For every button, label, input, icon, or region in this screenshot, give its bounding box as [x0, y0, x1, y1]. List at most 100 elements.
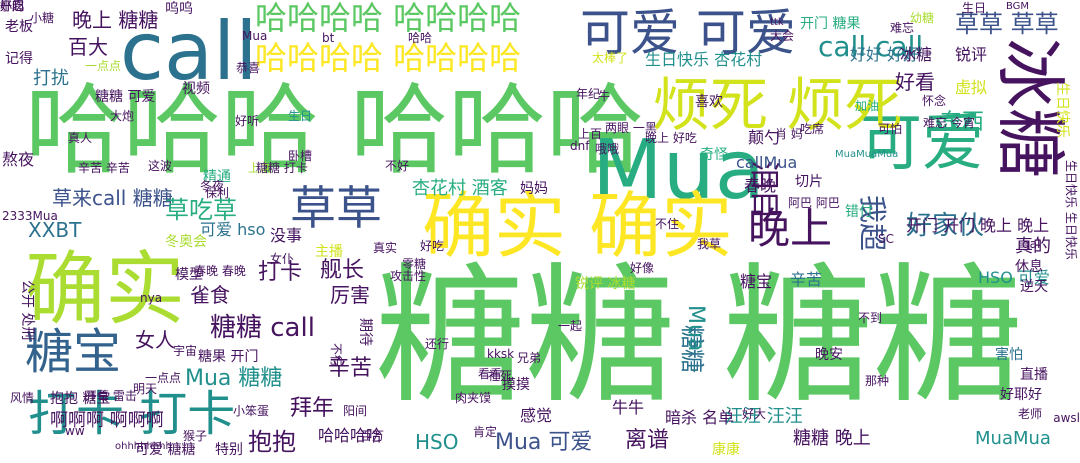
- cloud-word: 拜年: [290, 396, 335, 421]
- cloud-word: 期待: [357, 318, 373, 346]
- cloud-word: 我草: [697, 237, 722, 251]
- cloud-word: 糖糖 可爱: [95, 89, 156, 105]
- cloud-word: 糖糖 糖糖: [375, 250, 1023, 424]
- cloud-word: 糖糖 晚上: [793, 428, 871, 449]
- cloud-word: 哈哈哈哈: [318, 426, 383, 445]
- cloud-word: 兄弟: [517, 351, 542, 365]
- cloud-word: 真的: [1015, 236, 1051, 257]
- cloud-word: 小心: [0, 0, 25, 13]
- cloud-word: 晚安: [815, 347, 843, 363]
- cloud-word: 感觉: [520, 406, 553, 425]
- cloud-word: 逆天: [1020, 279, 1048, 295]
- cloud-word: 一起: [0, 0, 25, 13]
- cloud-word: 卧槽: [288, 149, 313, 163]
- cloud-word: 东西: [940, 110, 985, 135]
- cloud-word: 晚上 糖糖: [72, 8, 159, 32]
- cloud-word: 厉害: [330, 283, 370, 307]
- cloud-word: 女仆: [270, 252, 295, 266]
- cloud-word: 辛苦: [328, 356, 373, 381]
- cloud-word: 糖糖 call: [210, 313, 315, 343]
- cloud-word: 两眼 一黑: [605, 121, 657, 135]
- cloud-word: 草吃草: [165, 196, 237, 224]
- cloud-word: 太棒了: [592, 51, 629, 65]
- cloud-word: 颠勺: [748, 128, 781, 147]
- cloud-word: 阳间: [343, 404, 368, 418]
- cloud-word: MuaMuaMua: [835, 149, 899, 160]
- cloud-word: 哦哦: [595, 142, 620, 156]
- cloud-word: 怀念: [922, 94, 947, 108]
- cloud-word: 社死: [488, 369, 513, 383]
- cloud-word: 好大: [742, 407, 767, 421]
- cloud-word: 熬夜: [2, 150, 35, 169]
- cloud-word: 一起: [558, 319, 583, 333]
- cloud-word: 好好 好好: [850, 45, 920, 64]
- cloud-word: 宇宙: [173, 344, 198, 358]
- cloud-word: 恭喜: [236, 61, 261, 75]
- cloud-word: ttk: [770, 17, 784, 28]
- cloud-word: 晚上 晚上: [980, 216, 1050, 235]
- cloud-word: 草草 草草: [955, 10, 1059, 38]
- cloud-word: 风情: [10, 391, 35, 405]
- cloud-word: 年纪: [576, 87, 601, 101]
- cloud-word: 大会: [770, 29, 795, 43]
- cloud-word: Mua: [683, 305, 708, 352]
- cloud-word: 呜呜: [165, 1, 193, 17]
- cloud-word: 喜欢: [695, 94, 723, 110]
- cloud-word: 老师: [1018, 407, 1043, 421]
- cloud-word: 吃席: [800, 122, 825, 136]
- cloud-word: call call: [818, 30, 924, 63]
- cloud-word: 康康: [712, 442, 740, 458]
- cloud-word: 好家伙: [906, 211, 985, 241]
- cloud-word: 生日: [962, 1, 987, 15]
- cloud-word: 百万: [360, 429, 385, 443]
- cloud-word: 辛苦 辛苦: [78, 161, 130, 175]
- cloud-word: 一点点: [145, 371, 182, 385]
- cloud-word: dnf: [570, 139, 590, 153]
- cloud-word: 杏花村 酒客: [412, 178, 508, 199]
- cloud-word: 主播: [315, 244, 343, 260]
- cloud-word: 打卡: [258, 260, 303, 285]
- cloud-word: 可爱 可爱: [580, 4, 796, 62]
- cloud-word: MuaMua: [975, 428, 1051, 449]
- cloud-word: 可爱 糖糖: [135, 442, 196, 458]
- cloud-word: 好像: [630, 261, 655, 275]
- cloud-word: 生日: [288, 109, 313, 123]
- cloud-word: 暗杀 名单: [665, 408, 735, 427]
- cloud-word: 没事: [270, 226, 303, 245]
- cloud-word: 汪汪 汪汪: [725, 406, 803, 427]
- cloud-word: 模型: [175, 267, 203, 283]
- cloud-word: 精通: [203, 169, 231, 185]
- cloud-word: gal: [1022, 237, 1041, 251]
- cloud-word: 抱抱 糖宝: [50, 391, 111, 407]
- cloud-word: 不住: [655, 217, 680, 231]
- cloud-word: 难忘: [890, 21, 915, 35]
- cloud-word: Mua: [592, 123, 765, 218]
- cloud-word: 看看: [478, 367, 503, 381]
- cloud-word: 小笨蛋: [233, 404, 270, 418]
- cloud-word: 糖果 开门: [198, 349, 259, 365]
- cloud-word: 哈哈哈哈 哈哈哈哈: [255, 39, 522, 77]
- cloud-word: 好吃: [0, 0, 25, 13]
- cloud-word: 糖糖 打卡: [256, 161, 308, 175]
- cloud-word: 可爱 hso: [200, 220, 266, 239]
- cloud-word: 难忘 今宵: [923, 116, 975, 130]
- cloud-word: 打卡 打卡: [28, 386, 236, 442]
- cloud-word: 2333Mua: [2, 209, 58, 223]
- cloud-word: 好听: [235, 114, 260, 128]
- cloud-word: 好吃: [420, 239, 445, 253]
- cloud-word: 直播: [1020, 367, 1048, 383]
- cloud-word: 攻击性: [390, 269, 427, 283]
- cloud-word: 糖宝: [740, 272, 773, 291]
- cloud-word: 哈哈哈哈 哈哈哈哈: [255, 0, 522, 37]
- cloud-word: 肖 妈: [775, 127, 803, 141]
- cloud-word: 辛苦: [790, 270, 823, 289]
- cloud-word: 开门: [0, 0, 25, 13]
- cloud-word: 猴子: [183, 429, 208, 443]
- cloud-word: BGM: [1006, 1, 1030, 12]
- cloud-word: 离谱: [625, 428, 670, 453]
- cloud-word: 生日快乐 杏花村: [645, 50, 763, 69]
- cloud-word: ww: [65, 424, 85, 438]
- cloud-word: 记得: [5, 51, 33, 67]
- cloud-word: 休息: [1015, 259, 1043, 275]
